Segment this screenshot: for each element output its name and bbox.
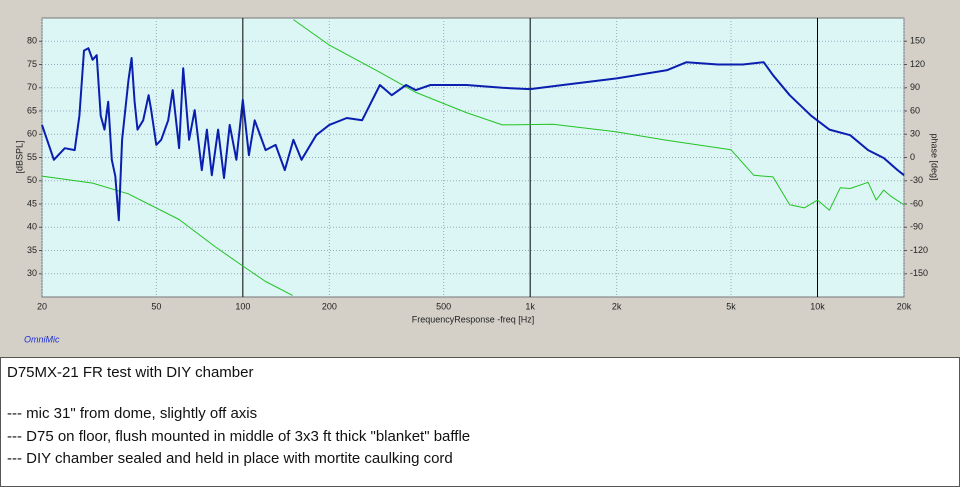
x-tick-label: 500	[436, 301, 451, 311]
y2-axis-label: phase [deg]	[930, 133, 940, 180]
y2-tick-label: -60	[910, 198, 923, 208]
y2-tick-label: -150	[910, 268, 928, 278]
y2-tick-label: 0	[910, 152, 915, 162]
series-line	[41, 19, 905, 296]
x-tick-label: 10k	[810, 301, 825, 311]
y-tick-label: 40	[27, 222, 37, 232]
y-tick-label: 70	[27, 82, 37, 92]
series-line	[41, 47, 905, 222]
y-tick-label: 55	[27, 152, 37, 162]
note-line: --- D75 on floor, flush mounted in middl…	[7, 428, 471, 445]
y-tick-label: 50	[27, 175, 37, 185]
y-tick-label: 30	[27, 268, 37, 278]
y-tick-label: 80	[27, 36, 37, 46]
brand: OmniMic	[24, 334, 60, 344]
x-tick-label: 5k	[726, 301, 736, 311]
x-tick-label: 2k	[612, 301, 622, 311]
y2-tick-label: 90	[910, 82, 920, 92]
y-tick-label: 60	[27, 129, 37, 139]
y2-tick-label: 60	[910, 105, 920, 115]
y-axis-label: [dBSPL]	[14, 140, 24, 173]
chart: FrequencyResponse -freq [Hz] [dBSPL] pha…	[0, 0, 960, 357]
note-line: --- mic 31" from dome, slightly off axis	[7, 405, 258, 422]
y-tick-label: 75	[27, 59, 37, 69]
y-tick-label: 45	[27, 198, 37, 208]
y2-tick-label: -90	[910, 222, 923, 232]
y2-tick-label: 120	[910, 59, 925, 69]
y2-tick-label: 150	[910, 36, 925, 46]
notes-title: D75MX-21 FR test with DIY chamber	[7, 364, 254, 381]
x-axis-label: FrequencyResponse -freq [Hz]	[412, 314, 535, 324]
x-tick-label: 1k	[525, 301, 535, 311]
x-tick-label: 100	[235, 301, 250, 311]
y-tick-label: 65	[27, 105, 37, 115]
x-tick-label: 200	[322, 301, 337, 311]
y-tick-label: 35	[27, 245, 37, 255]
y2-tick-label: -120	[910, 245, 928, 255]
x-tick-label: 20	[37, 301, 47, 311]
note-line: --- DIY chamber sealed and held in place…	[7, 450, 453, 467]
y2-tick-label: 30	[910, 129, 920, 139]
x-tick-label: 50	[151, 301, 161, 311]
x-tick-label: 20k	[897, 301, 912, 311]
y2-tick-label: -30	[910, 175, 923, 185]
notes-box: D75MX-21 FR test with DIY chamber --- mi…	[0, 357, 960, 487]
plot-area	[41, 17, 905, 298]
